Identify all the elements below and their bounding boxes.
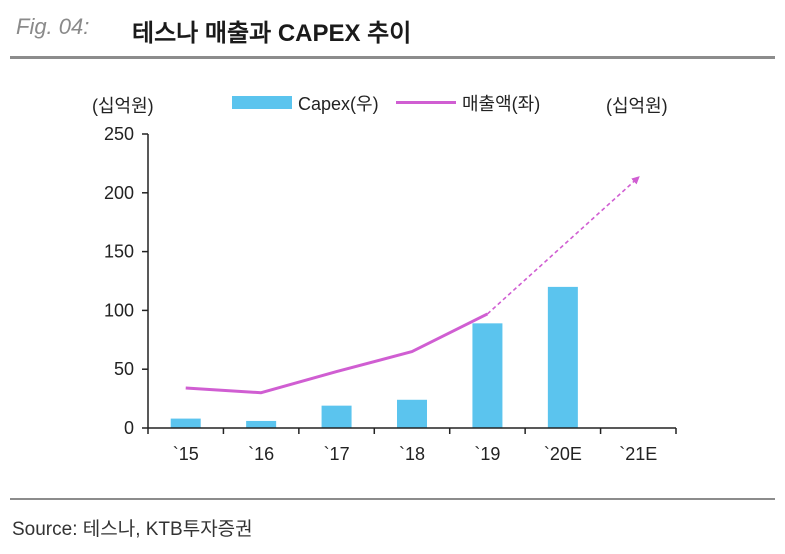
x-tick-label-1: `16 (248, 444, 274, 464)
figure-header: Fig. 04: 테스나 매출과 CAPEX 추이 (0, 0, 785, 60)
x-tick-label-0: `15 (173, 444, 199, 464)
forecast-trend-arrow (486, 176, 640, 315)
bar-2 (321, 405, 352, 428)
left-axis-unit: (십억원) (92, 96, 154, 116)
bar-0 (170, 418, 201, 428)
figure-title: 테스나 매출과 CAPEX 추이 (132, 20, 412, 47)
bar-1 (246, 420, 277, 428)
revenue-line (185, 312, 489, 395)
x-tick-label-2: `17 (324, 444, 350, 464)
y-tick-label-0: 0 (124, 418, 134, 438)
x-tick-label-6: `21E (619, 444, 657, 464)
x-tick-label-5: `20E (544, 444, 582, 464)
x-tick-label-3: `18 (399, 444, 425, 464)
bottom-divider (10, 498, 775, 500)
source-note: Source: 테스나, KTB투자증권 (12, 519, 253, 540)
legend-bar-label: Capex(우) (298, 94, 379, 114)
y-tick-label-5: 250 (104, 124, 134, 144)
y-tick-label-4: 200 (104, 183, 134, 203)
x-tick-label-4: `19 (474, 444, 500, 464)
top-divider (10, 56, 775, 59)
figure-number: Fig. 04: (16, 14, 90, 39)
legend-bar-swatch (232, 96, 292, 109)
right-axis-unit: (십억원) (606, 96, 668, 116)
bar-4 (472, 323, 503, 428)
y-tick-label-2: 100 (104, 300, 134, 320)
y-tick-label-1: 50 (114, 359, 134, 379)
y-tick-label-3: 150 (104, 242, 134, 262)
bar-5 (547, 286, 578, 428)
bar-3 (397, 399, 427, 428)
legend-line-swatch (396, 101, 456, 104)
legend-line-label: 매출액(좌) (462, 94, 541, 114)
